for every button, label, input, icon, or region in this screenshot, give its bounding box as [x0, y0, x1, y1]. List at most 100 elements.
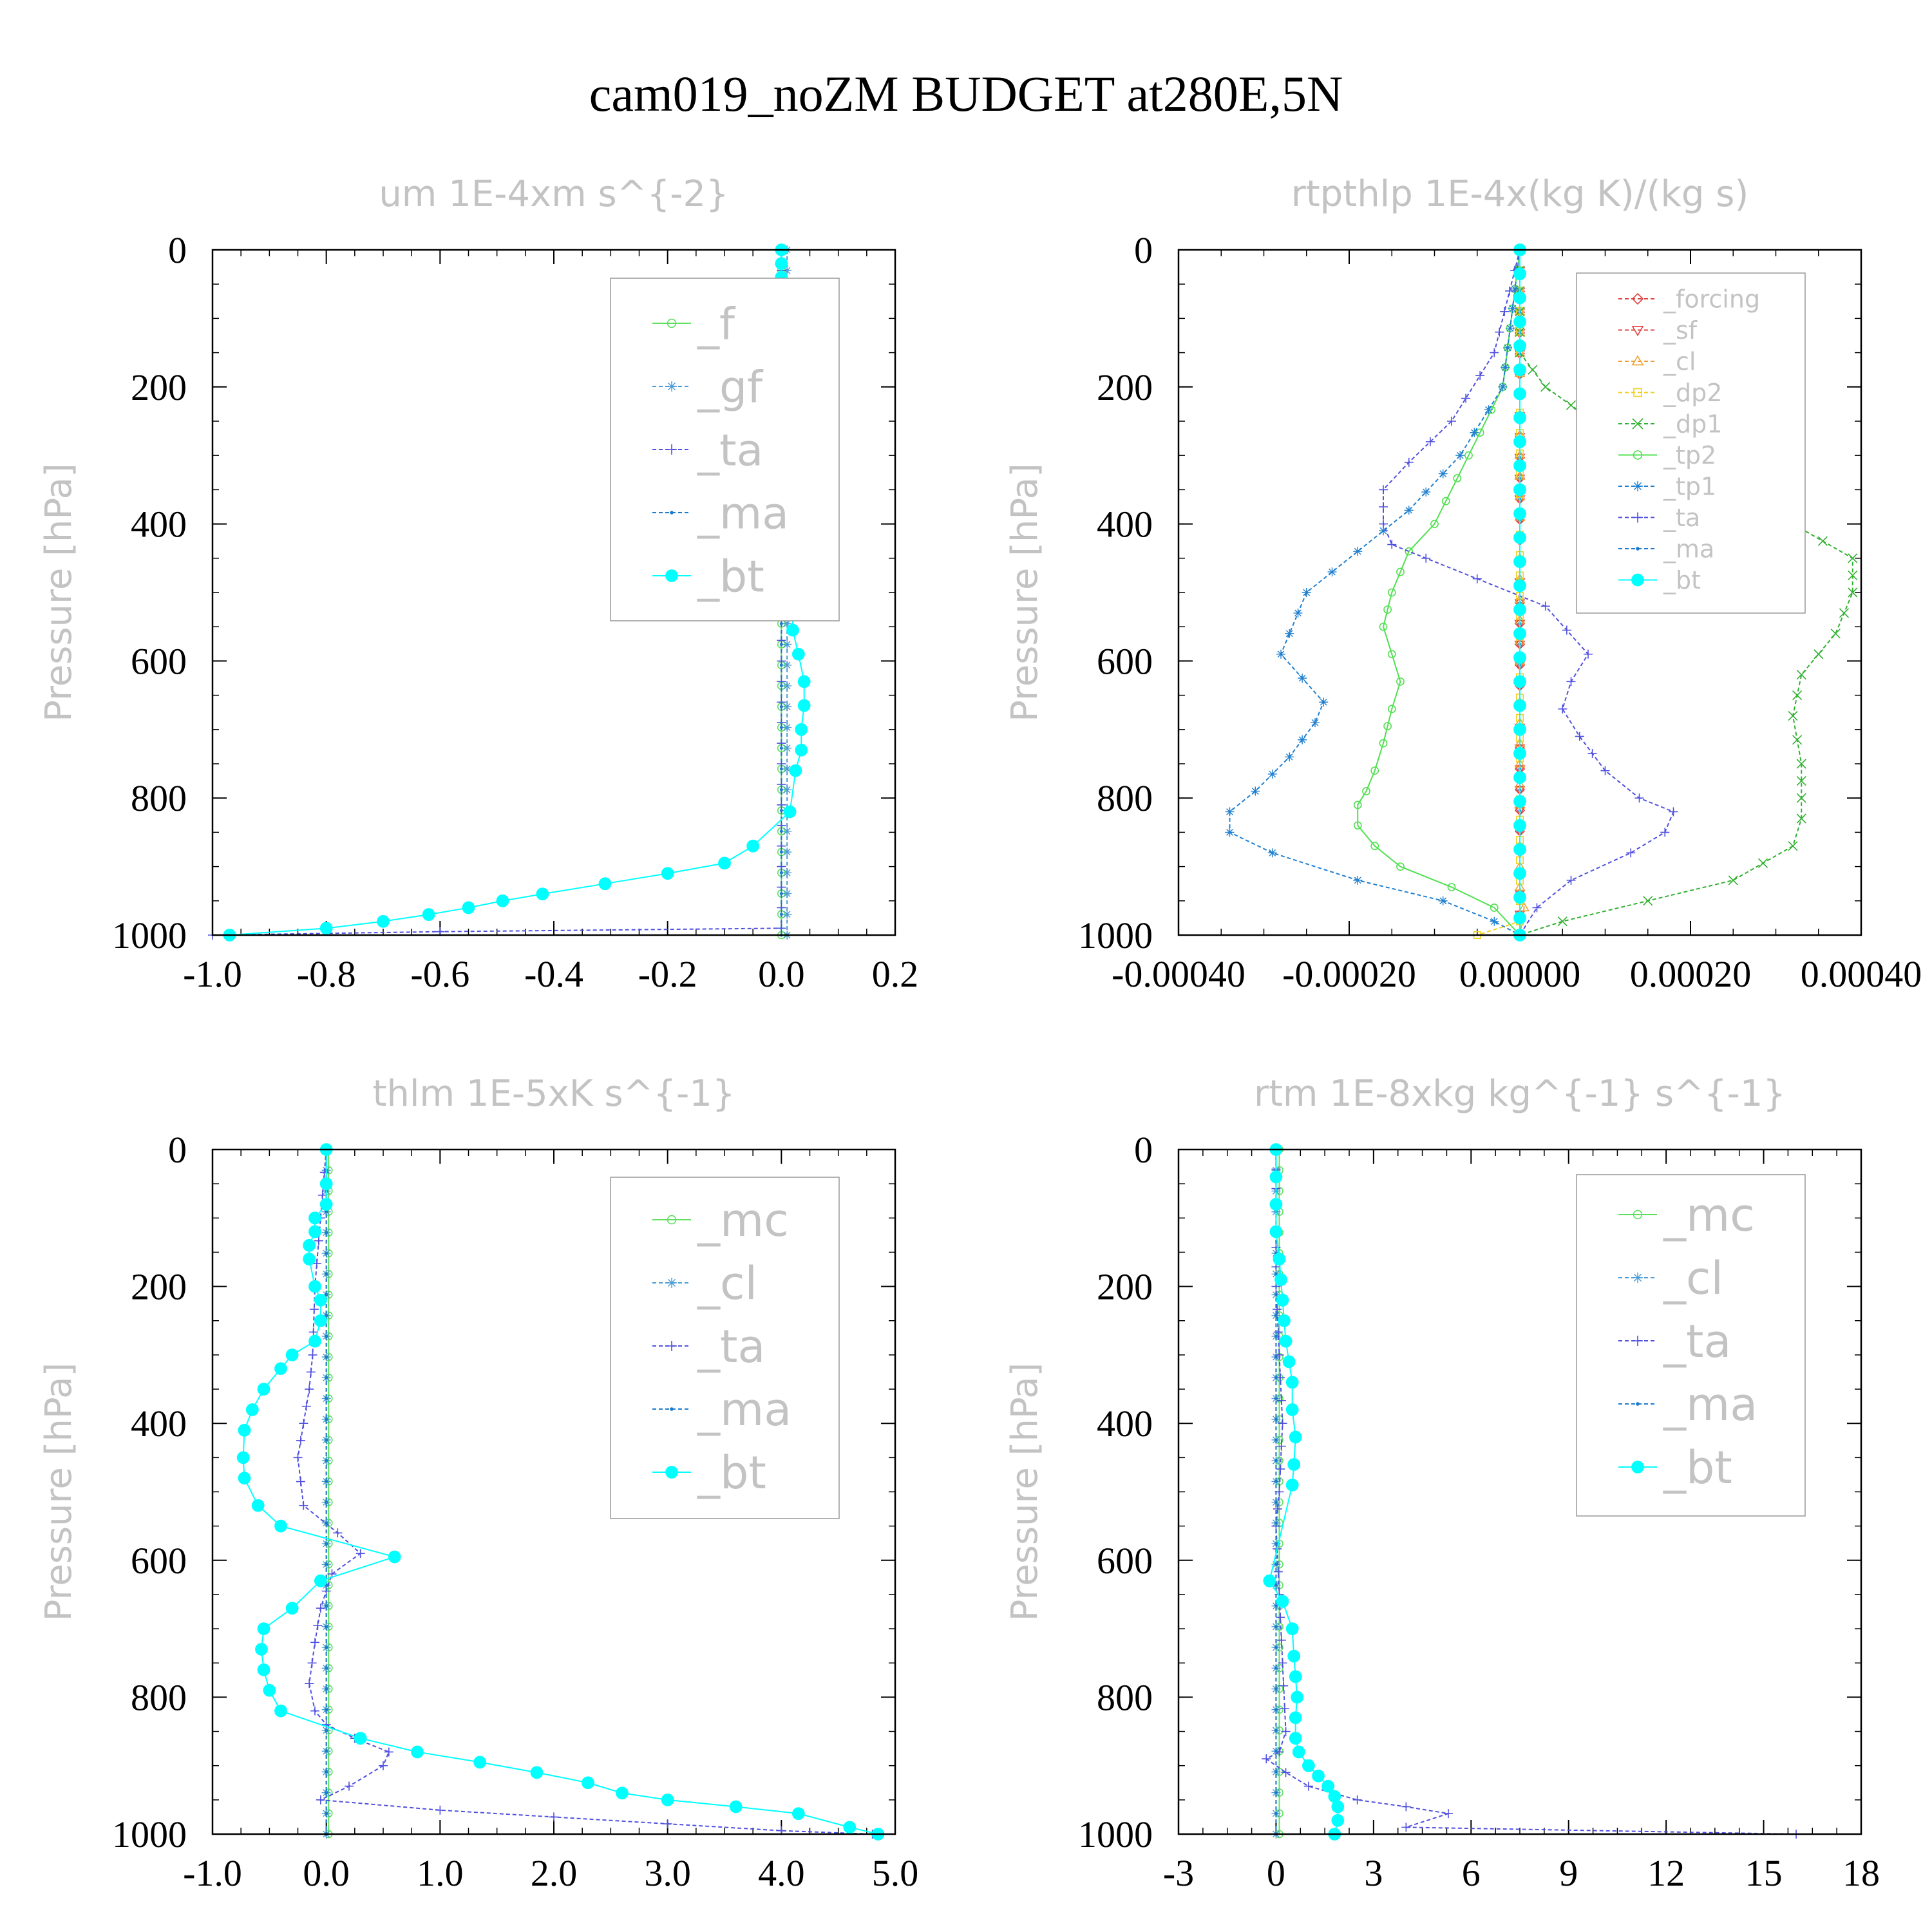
data-point	[325, 1625, 328, 1629]
x-tick-label: 5.0	[872, 1852, 919, 1894]
data-point	[1387, 650, 1396, 659]
data-point	[1274, 1749, 1278, 1753]
data-point	[293, 1453, 303, 1463]
data-point	[1331, 1814, 1345, 1827]
data-point	[1513, 675, 1526, 688]
legend-label: _ta	[1663, 504, 1700, 532]
data-point	[1447, 883, 1456, 891]
x-tick-label: -0.00040	[1112, 953, 1245, 995]
data-point	[1830, 629, 1841, 639]
legend-marker	[665, 569, 678, 582]
y-tick-label: 200	[1097, 1266, 1153, 1308]
data-point	[306, 1367, 316, 1377]
panel-title: um 1E-4xm s^{-2}	[379, 173, 728, 215]
data-point	[1379, 622, 1388, 631]
data-point	[1513, 483, 1526, 497]
data-point	[1513, 555, 1526, 569]
data-point	[325, 1251, 328, 1255]
data-point	[1291, 1690, 1304, 1704]
legend-box	[1576, 1174, 1806, 1517]
data-point	[549, 1812, 558, 1822]
y-tick-label: 400	[1097, 504, 1153, 545]
data-point	[746, 839, 760, 853]
data-point	[325, 1355, 328, 1359]
plot-area	[1262, 1143, 1801, 1841]
data-point	[782, 681, 792, 691]
data-point	[1796, 813, 1806, 824]
data-point	[779, 643, 783, 647]
data-point	[786, 623, 799, 637]
data-point	[729, 1800, 743, 1814]
data-point	[1796, 776, 1806, 786]
data-point	[1289, 1711, 1302, 1725]
data-point	[1383, 605, 1392, 614]
data-point	[1447, 417, 1456, 426]
data-point	[1274, 1479, 1278, 1483]
x-tick-label: 2.0	[531, 1852, 578, 1894]
legend-label: _sf	[1663, 316, 1698, 345]
data-point	[1634, 793, 1644, 803]
data-point	[345, 1781, 354, 1791]
data-point	[1464, 451, 1473, 460]
data-point	[1510, 284, 1520, 294]
data-point	[296, 1477, 305, 1486]
legend-marker	[1633, 1336, 1643, 1346]
data-point	[257, 1383, 270, 1396]
data-point	[1513, 843, 1526, 856]
legend-marker	[667, 444, 677, 455]
y-tick-label: 600	[131, 1540, 187, 1582]
data-point	[310, 1706, 319, 1716]
series-line	[1357, 249, 1520, 936]
data-point	[1289, 1732, 1302, 1745]
legend-marker	[667, 1278, 677, 1288]
x-tick-label: -0.2	[638, 953, 697, 995]
data-point	[1513, 411, 1526, 424]
data-point	[1575, 732, 1584, 741]
data-point	[319, 1168, 329, 1177]
figure-title: cam019_noZM BUDGET at280E,5N	[589, 66, 1343, 122]
legend-label: _cl	[1663, 1252, 1723, 1305]
data-point	[1225, 828, 1235, 837]
legend-label: _bt	[697, 551, 764, 602]
y-tick-label: 0	[168, 229, 187, 271]
y-tick-label: 1000	[112, 1814, 187, 1855]
series-tp1	[1225, 245, 1524, 940]
legend-label: _bt	[1663, 1441, 1732, 1494]
x-tick-label: 0.00020	[1630, 953, 1752, 995]
y-tick-label: 400	[1097, 1403, 1153, 1444]
data-point	[314, 1574, 327, 1587]
data-point	[1404, 506, 1414, 515]
x-tick-label: -1.0	[183, 1852, 242, 1894]
plot-frame	[1177, 249, 1862, 936]
data-point	[1505, 323, 1515, 333]
data-point	[791, 1807, 805, 1821]
data-point	[251, 1499, 265, 1512]
legend-marker	[665, 1466, 678, 1479]
panel-title: rtm 1E-8xkg kg^{-1} s^{-1}	[1254, 1073, 1786, 1115]
data-point	[1293, 608, 1303, 618]
data-point	[1848, 587, 1858, 598]
data-point	[779, 913, 783, 916]
x-tick-label: -0.6	[410, 953, 469, 995]
data-point	[1331, 1800, 1345, 1814]
data-point	[1285, 1403, 1299, 1416]
data-point	[1848, 570, 1858, 580]
data-point	[316, 1604, 325, 1613]
data-point	[1353, 800, 1362, 810]
series-line	[297, 1149, 873, 1835]
data-point	[1758, 858, 1768, 868]
legend-marker	[1631, 1461, 1644, 1473]
y-axis-label: Pressure [hPa]	[38, 1363, 80, 1622]
y-tick-label: 800	[1097, 1676, 1153, 1718]
data-point	[1282, 1355, 1296, 1368]
data-point	[1425, 437, 1435, 446]
y-tick-label: 800	[131, 1676, 187, 1718]
data-point	[325, 1562, 328, 1566]
legend-label: _ta	[697, 1320, 765, 1373]
data-point	[1274, 1584, 1278, 1587]
data-point	[1817, 536, 1828, 546]
data-point	[309, 1305, 319, 1314]
data-point	[1281, 1727, 1291, 1736]
data-point	[1353, 547, 1363, 556]
data-point	[303, 1253, 316, 1265]
